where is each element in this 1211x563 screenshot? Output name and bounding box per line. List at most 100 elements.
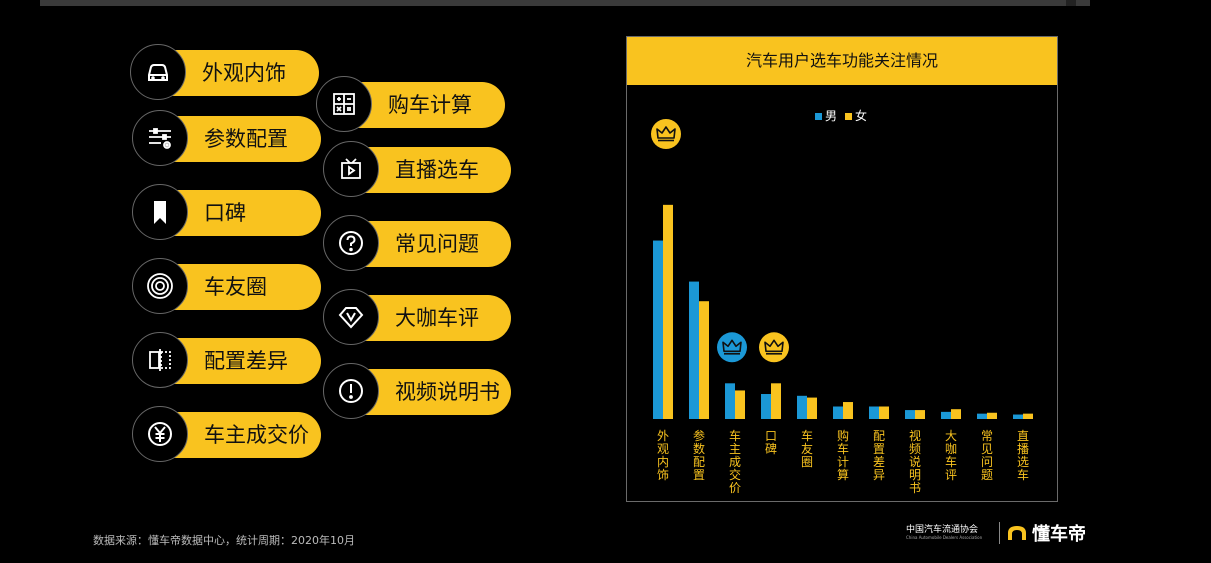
x-tick-label: 车 [1017, 467, 1029, 482]
crown-icon [656, 126, 676, 139]
bar-female [735, 390, 745, 419]
x-tick-label: 主 [729, 442, 741, 456]
chart-panel: 汽车用户选车功能关注情况 男女外观内饰参数配置车主成交价口碑车友圈购车计算配置差… [626, 36, 1058, 502]
pill-config-difference: 配置差异 [132, 332, 321, 388]
x-tick-label: 明 [909, 468, 921, 482]
x-tick-label: 差 [873, 455, 885, 469]
x-tick-label: 价 [729, 481, 741, 495]
x-tick-label: 车 [801, 428, 813, 443]
v-badge-icon [323, 289, 379, 345]
x-tick-label: 成 [729, 455, 741, 469]
x-tick-label: 观 [657, 442, 669, 456]
logo-divider [999, 522, 1000, 544]
bar-male [689, 281, 699, 419]
x-tick-label: 口 [765, 429, 777, 443]
pill-live-selection: 直播选车 [323, 141, 511, 197]
x-tick-label: 友 [801, 442, 813, 456]
pill-owner-price: 车主成交价 [132, 406, 321, 462]
pill-faq: 常见问题 [323, 215, 511, 271]
bar-chart: 男女外观内饰参数配置车主成交价口碑车友圈购车计算配置差异视频说明书大咖车评常见问… [651, 108, 1033, 495]
x-tick-label: 常 [981, 429, 993, 443]
yuan-icon [132, 406, 188, 462]
x-tick-label: 碑 [765, 441, 777, 456]
pill-reputation: 口碑 [132, 184, 321, 240]
x-tick-label: 配 [693, 455, 705, 469]
settings-sliders-icon [132, 110, 188, 166]
x-tick-label: 数 [693, 441, 705, 456]
x-tick-label: 车 [729, 428, 741, 443]
legend-swatch-male [815, 113, 822, 120]
top-bar-accent [1066, 0, 1076, 6]
bar-male [797, 395, 807, 419]
pill-label: 口碑 [204, 201, 246, 225]
pill-car-community: 车友圈 [132, 258, 321, 314]
x-tick-label: 咖 [945, 441, 957, 456]
bar-male [941, 411, 951, 419]
x-tick-label: 置 [693, 468, 705, 482]
x-tick-label: 参 [693, 428, 705, 443]
pill-parameters: 参数配置 [132, 110, 321, 166]
x-tick-label: 问 [981, 455, 993, 469]
x-tick-label: 置 [873, 442, 885, 456]
data-source-note: 数据来源：懂车帝数据中心，统计周期：2020年10月 [93, 534, 355, 547]
bookmark-icon [132, 184, 188, 240]
crown-badge [651, 119, 681, 149]
question-icon [323, 215, 379, 271]
top-bar [40, 0, 1090, 6]
crown-icon [764, 339, 784, 353]
pill-purchase-calculator: 购车计算 [316, 76, 505, 132]
pill-label: 参数配置 [204, 127, 288, 151]
pill-label: 外观内饰 [202, 61, 286, 85]
bar-female [807, 397, 817, 419]
pill-video-manual: 视频说明书 [323, 363, 511, 419]
x-tick-label: 饰 [657, 468, 669, 482]
pill-label: 车友圈 [204, 275, 267, 299]
pill-exterior-interior: 外观内饰 [130, 44, 319, 100]
car-front-icon [130, 44, 186, 100]
x-tick-label: 播 [1017, 442, 1029, 456]
legend-label-female: 女 [855, 108, 867, 123]
x-tick-label: 视 [909, 428, 921, 443]
bar-male [977, 413, 987, 419]
x-tick-label: 交 [729, 467, 741, 482]
concentric-circle-icon [132, 258, 188, 314]
association-name-en: China Automobile Dealers Association [906, 535, 983, 540]
calculator-icon [316, 76, 372, 132]
x-tick-label: 购 [837, 428, 849, 443]
x-tick-label: 圈 [801, 455, 813, 469]
exclamation-icon [323, 363, 379, 419]
x-tick-label: 直 [1017, 429, 1029, 443]
tv-play-icon [323, 141, 379, 197]
compare-panels-icon [132, 332, 188, 388]
pill-label: 车主成交价 [204, 423, 309, 447]
brand-mark-icon [1008, 526, 1026, 540]
chart-title: 汽车用户选车功能关注情况 [627, 37, 1057, 85]
pill-expert-review: 大咖车评 [323, 289, 511, 345]
pill-label: 视频说明书 [395, 380, 500, 404]
legend-label-male: 男 [825, 109, 837, 123]
x-tick-label: 车 [945, 454, 957, 469]
x-tick-label: 车 [837, 441, 849, 456]
x-tick-label: 异 [873, 468, 885, 482]
bar-female [699, 301, 709, 419]
x-tick-label: 评 [945, 468, 957, 482]
bar-male [653, 240, 663, 419]
crown-badge [717, 332, 747, 363]
brand-name: 懂车帝 [1032, 524, 1086, 545]
bar-male [869, 406, 879, 419]
pill-label: 购车计算 [388, 93, 472, 117]
crown-badge [759, 332, 789, 363]
brand-logo: 懂车帝 [1006, 521, 1086, 545]
bar-female [1023, 413, 1033, 419]
x-tick-label: 题 [981, 468, 993, 482]
bar-female [987, 412, 997, 419]
x-tick-label: 书 [909, 481, 921, 495]
x-tick-label: 见 [981, 442, 993, 456]
bar-female [771, 383, 781, 419]
legend-swatch-female [845, 113, 852, 120]
bar-female [915, 410, 925, 419]
x-tick-label: 配 [873, 429, 885, 443]
bar-male [905, 410, 915, 419]
x-tick-label: 选 [1017, 455, 1029, 469]
bar-female [663, 204, 673, 419]
